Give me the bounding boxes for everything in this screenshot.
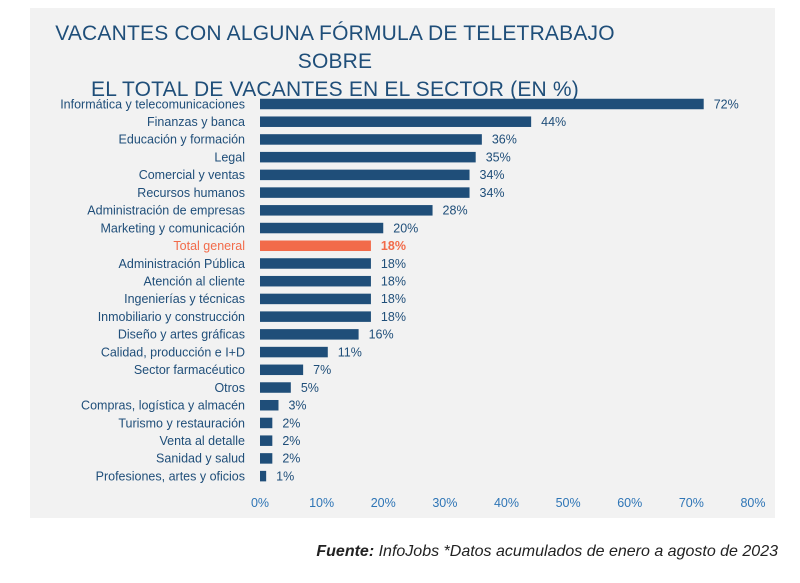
chart-title: VACANTES CON ALGUNA FÓRMULA DE TELETRABA… <box>55 22 615 101</box>
x-tick-label: 80% <box>740 496 765 510</box>
value-label: 34% <box>480 186 505 200</box>
bar <box>260 470 267 482</box>
category-label: Total general <box>173 239 245 253</box>
bar-chart: Informática y telecomunicaciones Finanzas… <box>60 97 766 510</box>
bar <box>260 240 371 252</box>
bar <box>260 293 371 305</box>
category-label: Marketing y comunicación <box>100 221 245 235</box>
value-label: 72% <box>714 97 739 111</box>
x-tick-label: 10% <box>309 496 334 510</box>
bar <box>260 169 470 181</box>
bar <box>260 346 328 358</box>
value-label: 18% <box>381 239 406 253</box>
value-label: 7% <box>313 363 331 377</box>
category-label: Educación y formación <box>119 133 246 147</box>
chart-panel: VACANTES CON ALGUNA FÓRMULA DE TELETRABA… <box>30 8 775 518</box>
bar <box>260 116 532 127</box>
category-label: Administración Pública <box>119 257 245 271</box>
category-label: Recursos humanos <box>137 186 245 200</box>
value-label: 18% <box>381 275 406 289</box>
source-note: Fuente: InfoJobs *Datos acumulados de en… <box>316 543 778 561</box>
bar <box>260 329 359 340</box>
value-label: 11% <box>338 345 362 359</box>
value-label: 28% <box>443 204 468 218</box>
value-label: 18% <box>381 310 406 324</box>
bar <box>260 435 273 446</box>
bar <box>260 382 291 393</box>
category-label: Profesiones, artes y oficios <box>96 469 245 483</box>
value-labels: 72% 44% 36% 35% 34% 34% 28% 20% 18% 18% 18% 18% 18% 1… <box>276 97 739 483</box>
category-label: Inmobiliario y construcción <box>98 310 245 324</box>
value-label: 18% <box>381 257 406 271</box>
x-tick-label: 20% <box>371 496 396 510</box>
x-axis-ticks: 0% 10% 20% 30% 40% 50% 60% 70% 80% <box>251 496 766 510</box>
category-labels: Informática y telecomunicaciones Finanzas… <box>60 97 245 483</box>
category-label: Venta al detalle <box>160 434 246 448</box>
category-label: Turismo y restauración <box>118 416 245 430</box>
value-label: 35% <box>486 150 511 164</box>
category-label: Atención al cliente <box>144 275 246 289</box>
value-label: 36% <box>492 133 517 147</box>
value-label: 16% <box>369 328 394 342</box>
x-tick-label: 30% <box>432 496 457 510</box>
bar <box>260 258 371 269</box>
bar <box>260 453 273 464</box>
category-label: Compras, logística y almacén <box>81 399 245 413</box>
bar <box>260 205 433 216</box>
value-label: 2% <box>282 452 300 466</box>
value-label: 2% <box>282 416 300 430</box>
category-label: Comercial y ventas <box>139 168 245 182</box>
value-label: 34% <box>480 168 505 182</box>
bar <box>260 222 384 234</box>
bar <box>260 187 470 198</box>
category-label: Legal <box>214 150 245 164</box>
category-label: Ingenierías y técnicas <box>124 292 245 306</box>
source-text: InfoJobs *Datos acumulados de enero a ag… <box>374 543 778 560</box>
source-label: Fuente: <box>316 543 375 560</box>
value-label: 1% <box>276 469 294 483</box>
bar <box>260 98 704 110</box>
bar <box>260 275 371 287</box>
value-label: 20% <box>393 221 418 235</box>
bars-group <box>260 98 704 482</box>
category-label: Finanzas y banca <box>147 115 245 129</box>
category-label: Administración de empresas <box>87 204 245 218</box>
category-label: Calidad, producción e I+D <box>101 345 245 359</box>
x-tick-label: 70% <box>679 496 704 510</box>
value-label: 44% <box>541 115 566 129</box>
bar <box>260 311 371 322</box>
category-label: Sanidad y salud <box>156 452 245 466</box>
value-label: 2% <box>282 434 300 448</box>
category-label: Sector farmacéutico <box>134 363 245 377</box>
value-label: 5% <box>301 381 319 395</box>
bar <box>260 151 476 163</box>
x-tick-label: 0% <box>251 496 269 510</box>
category-label: Informática y telecomunicaciones <box>60 97 245 111</box>
value-label: 18% <box>381 292 406 306</box>
x-tick-label: 50% <box>556 496 581 510</box>
category-label: Diseño y artes gráficas <box>118 328 245 342</box>
category-label: Otros <box>214 381 245 395</box>
x-tick-label: 40% <box>494 496 519 510</box>
bar <box>260 364 304 376</box>
value-label: 3% <box>288 399 306 413</box>
x-tick-label: 60% <box>617 496 642 510</box>
bar <box>260 399 279 411</box>
bar <box>260 417 273 429</box>
bar <box>260 134 482 145</box>
